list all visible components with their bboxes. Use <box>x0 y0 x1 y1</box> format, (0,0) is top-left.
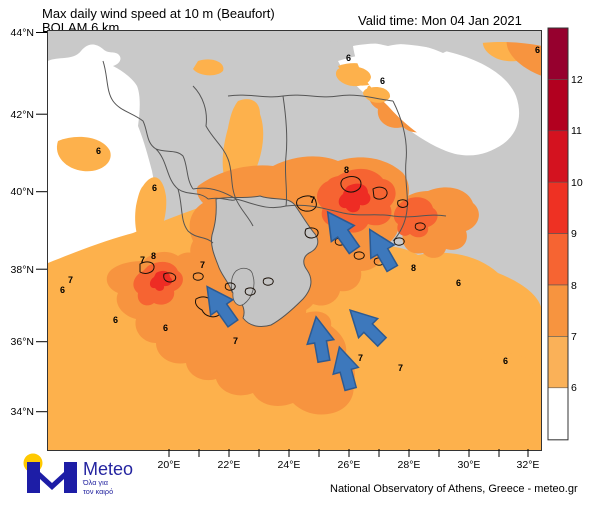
svg-text:8: 8 <box>571 280 577 292</box>
svg-text:6: 6 <box>571 382 577 394</box>
svg-text:7: 7 <box>398 363 403 373</box>
svg-text:Όλα για: Όλα για <box>82 478 109 487</box>
svg-text:12: 12 <box>571 74 583 86</box>
svg-text:6: 6 <box>380 76 385 86</box>
svg-text:8: 8 <box>344 165 349 175</box>
svg-text:7: 7 <box>68 275 73 285</box>
svg-text:6: 6 <box>152 183 157 193</box>
svg-text:7: 7 <box>358 353 363 363</box>
svg-text:30°E: 30°E <box>458 459 481 471</box>
svg-text:11: 11 <box>571 125 582 137</box>
svg-text:9: 9 <box>571 228 577 240</box>
svg-text:36°N: 36°N <box>11 336 34 348</box>
svg-text:7: 7 <box>140 255 145 265</box>
svg-text:Meteo: Meteo <box>83 459 133 479</box>
svg-text:7: 7 <box>278 31 283 33</box>
svg-text:6: 6 <box>456 278 461 288</box>
svg-text:26°E: 26°E <box>338 459 361 471</box>
svg-text:6: 6 <box>60 285 65 295</box>
svg-text:34°N: 34°N <box>11 406 34 418</box>
svg-text:20°E: 20°E <box>158 459 181 471</box>
svg-text:40°N: 40°N <box>11 186 34 198</box>
svg-text:8: 8 <box>151 251 156 261</box>
svg-text:7: 7 <box>571 331 577 343</box>
svg-text:32°E: 32°E <box>517 459 540 471</box>
svg-text:28°E: 28°E <box>398 459 421 471</box>
svg-text:24°E: 24°E <box>278 459 301 471</box>
svg-text:7: 7 <box>200 260 205 270</box>
svg-text:τον καιρό: τον καιρό <box>83 487 113 496</box>
svg-text:7: 7 <box>310 195 315 205</box>
svg-text:6: 6 <box>163 323 168 333</box>
svg-text:38°N: 38°N <box>11 264 34 276</box>
svg-text:44°N: 44°N <box>11 27 34 39</box>
svg-text:6: 6 <box>113 315 118 325</box>
svg-text:10: 10 <box>571 177 583 189</box>
svg-text:6: 6 <box>503 356 508 366</box>
svg-text:7: 7 <box>233 336 238 346</box>
svg-text:22°E: 22°E <box>218 459 241 471</box>
svg-text:6: 6 <box>96 146 101 156</box>
svg-text:42°N: 42°N <box>11 109 34 121</box>
svg-text:8: 8 <box>411 263 416 273</box>
svg-text:6: 6 <box>346 53 351 63</box>
